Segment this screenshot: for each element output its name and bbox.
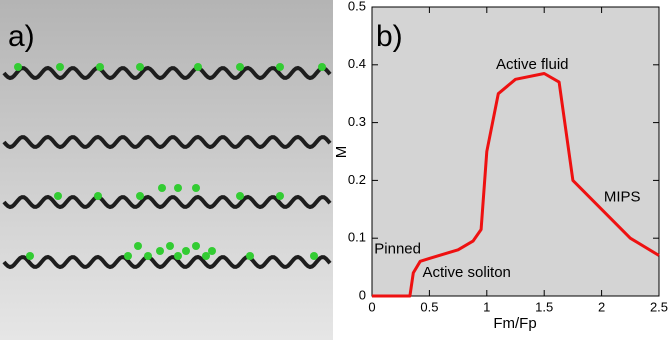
particle <box>136 192 144 200</box>
panel-label: a) <box>8 20 35 53</box>
annotation: Active fluid <box>496 56 569 73</box>
particle <box>134 242 142 250</box>
particle <box>96 63 104 71</box>
x-tick-label: 0.5 <box>420 299 438 314</box>
particle <box>318 63 326 71</box>
particle <box>276 192 284 200</box>
y-tick-label: 0.5 <box>348 0 366 13</box>
illustration <box>2 63 332 270</box>
particle <box>310 252 318 260</box>
x-tick-label: 2.5 <box>650 299 668 314</box>
plot-area <box>371 6 660 297</box>
particle <box>236 63 244 71</box>
y-tick-label: 0.3 <box>348 114 366 129</box>
annotation: MIPS <box>604 189 641 206</box>
particle <box>174 252 182 260</box>
particle <box>166 242 174 250</box>
x-tick-label: 0 <box>368 299 375 314</box>
particle <box>236 192 244 200</box>
particle <box>174 184 182 192</box>
x-axis-label: Fm/Fp <box>493 315 536 332</box>
x-tick-label: 1.5 <box>535 299 553 314</box>
particle <box>192 184 200 192</box>
x-tick-label: 2 <box>598 299 605 314</box>
y-tick-label: 0.1 <box>348 230 366 245</box>
particle <box>124 252 132 260</box>
particle <box>192 242 200 250</box>
y-tick-label: 0.4 <box>348 56 366 71</box>
particle <box>194 63 202 71</box>
y-tick-label: 0 <box>359 287 366 302</box>
annotation: Pinned <box>374 241 421 258</box>
y-tick-label: 0.2 <box>348 172 366 187</box>
particle <box>202 252 210 260</box>
particle <box>56 63 64 71</box>
particle <box>144 252 152 260</box>
x-tick-label: 1 <box>483 299 490 314</box>
data-line <box>372 72 660 298</box>
y-axis-label: M <box>333 146 350 159</box>
particle <box>208 247 216 255</box>
particle <box>276 63 284 71</box>
particle <box>94 192 102 200</box>
particle <box>182 247 190 255</box>
illustration-background <box>0 0 333 340</box>
particle <box>246 252 254 260</box>
particle <box>136 63 144 71</box>
chain <box>2 194 332 210</box>
particle <box>156 247 164 255</box>
chain <box>2 254 332 270</box>
particle <box>54 192 62 200</box>
particle <box>14 63 22 71</box>
chain <box>2 134 332 150</box>
chain <box>2 65 332 81</box>
panel-label: b) <box>376 20 403 53</box>
particle <box>26 252 34 260</box>
particle <box>158 184 166 192</box>
annotation: Active soliton <box>423 264 511 281</box>
